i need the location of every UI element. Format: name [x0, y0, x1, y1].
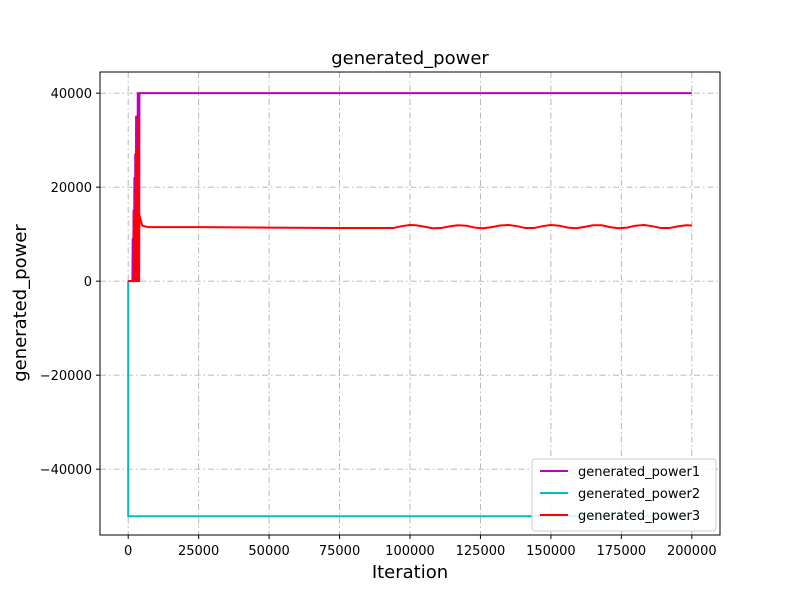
legend-box — [531, 458, 717, 532]
x-tick-label: 0 — [124, 544, 132, 559]
x-tick-label: 125000 — [456, 544, 506, 559]
legend: generated_power1 generated_power2 generate… — [531, 458, 717, 532]
series-line-generated_power3 — [128, 115, 692, 283]
y-tick-label: 0 — [84, 275, 92, 290]
y-axis-label: generated_power — [10, 224, 31, 382]
x-tick-label: 150000 — [526, 544, 576, 559]
y-tick-label: −40000 — [40, 463, 92, 478]
y-tick-label: −20000 — [40, 369, 92, 384]
x-tick-label: 50000 — [248, 544, 289, 559]
x-tick-label: 25000 — [178, 544, 219, 559]
x-tick-label: 75000 — [319, 544, 360, 559]
ticks: 0 25000 50000 75000 100000 125000 150000 175000… — [40, 87, 717, 559]
x-axis-label: Iteration — [372, 562, 448, 583]
series-line-generated_power2 — [127, 281, 692, 518]
y-tick-label: 40000 — [51, 87, 92, 102]
legend-label: generated_power1 — [578, 465, 700, 480]
chart-title: generated_power — [331, 48, 489, 69]
x-tick-label: 100000 — [385, 544, 435, 559]
legend-label: generated_power3 — [578, 509, 700, 524]
legend-label: generated_power2 — [578, 487, 700, 502]
series-layer — [127, 92, 692, 518]
y-tick-label: 20000 — [51, 181, 92, 196]
x-tick-label: 175000 — [597, 544, 647, 559]
x-tick-label: 200000 — [667, 544, 717, 559]
